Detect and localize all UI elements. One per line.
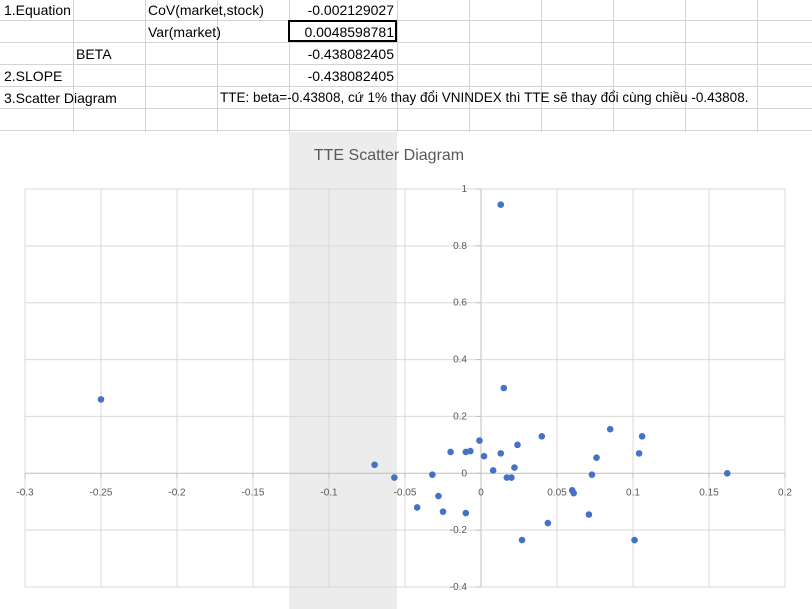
scatter-point [514,441,521,449]
x-tick-label: -0.3 [16,487,34,498]
cell-e3[interactable]: -0.438082405 [307,46,394,62]
gridlines [24,188,786,588]
cell-e4[interactable]: -0.438082405 [307,68,394,84]
cell-d5[interactable]: TTE: beta=-0.43808, cứ 1% thay đổi VNIND… [220,90,749,105]
y-tick-label: 1 [461,184,467,195]
scatter-point [538,433,546,440]
column-highlight [289,132,397,609]
scatter-point [476,437,483,444]
y-tick-label: -0.2 [450,525,468,536]
scatter-point [497,201,505,208]
row-divider [0,20,812,21]
row-divider [0,130,812,131]
row-divider [0,64,812,65]
scatter-point [391,474,398,481]
scatter-point [518,536,526,544]
row-divider [0,42,812,43]
scatter-point [723,469,731,477]
scatter-point [631,536,638,544]
cell-b3[interactable]: BETA [76,46,112,62]
scatter-point [467,447,474,455]
scatter-point [588,471,596,479]
x-tick-label: 0.05 [547,487,567,498]
y-tick-label: 0.4 [453,355,467,366]
scatter-point [508,474,515,481]
scatter-point [447,448,454,456]
scatter-point [480,452,488,460]
scatter-point [439,508,447,515]
scatter-point [435,492,442,500]
scatter-point [500,384,508,392]
cell-c1[interactable]: CoV(market,stock) [148,2,264,18]
row-divider [0,108,812,109]
cell-a5[interactable]: 3.Scatter Diagram [4,90,117,106]
scatter-point [585,511,593,518]
scatter-point [593,454,600,461]
scatter-point [429,471,436,479]
y-tick-label: 0 [461,468,467,479]
scatter-point [635,450,643,457]
x-tick-label: -0.15 [242,487,265,498]
scatter-point [371,461,378,469]
x-tick-label: -0.25 [90,487,113,498]
y-tick-label: 0.2 [453,411,467,422]
scatter-point [97,396,105,403]
y-tick-label: -0.4 [450,582,468,593]
x-tick-label: -0.2 [168,487,186,498]
x-tick-label: 0 [478,487,484,498]
tick-labels: -0.3 -0.25 -0.2 -0.15 -0.1 -0.05 0 0.05 0.1 0.15 0… [16,184,792,593]
cell-a4[interactable]: 2.SLOPE [4,68,63,84]
x-tick-label: -0.1 [320,487,338,498]
scatter-point [511,464,518,471]
scatter-point [489,467,497,474]
x-tick-label: -0.05 [394,487,417,498]
cell-c2[interactable]: Var(market) [148,24,221,40]
x-tick-label: 0.1 [626,487,640,498]
row-divider [0,86,812,87]
x-tick-label: 0.15 [699,487,719,498]
chart-canvas: TTE Scatter Diagram -0.3 -0.25 -0.2 -0.15 -0… [16,132,792,609]
y-tick-label: 0.8 [453,241,467,252]
x-tick-label: 0.2 [778,487,792,498]
data-points [97,201,731,544]
y-tick-label: 0.6 [453,298,467,309]
cell-e1[interactable]: -0.002129027 [307,2,394,18]
scatter-point [638,433,646,440]
scatter-point [606,425,614,433]
scatter-point [497,450,505,457]
scatter-point [462,509,470,517]
scatter-point [544,519,552,527]
chart-title: TTE Scatter Diagram [314,147,464,164]
scatter-point [413,504,421,511]
scatter-point [503,474,511,481]
scatter-chart[interactable]: TTE Scatter Diagram -0.3 -0.25 -0.2 -0.15 -0… [0,132,812,609]
scatter-point [570,489,578,497]
selected-cell-e2[interactable] [288,20,397,42]
cell-e2[interactable]: 0.0048598781 [304,24,394,40]
cell-a1[interactable]: 1.Equation [4,2,71,18]
